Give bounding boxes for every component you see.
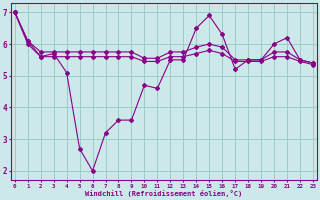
X-axis label: Windchill (Refroidissement éolien,°C): Windchill (Refroidissement éolien,°C) xyxy=(85,190,243,197)
